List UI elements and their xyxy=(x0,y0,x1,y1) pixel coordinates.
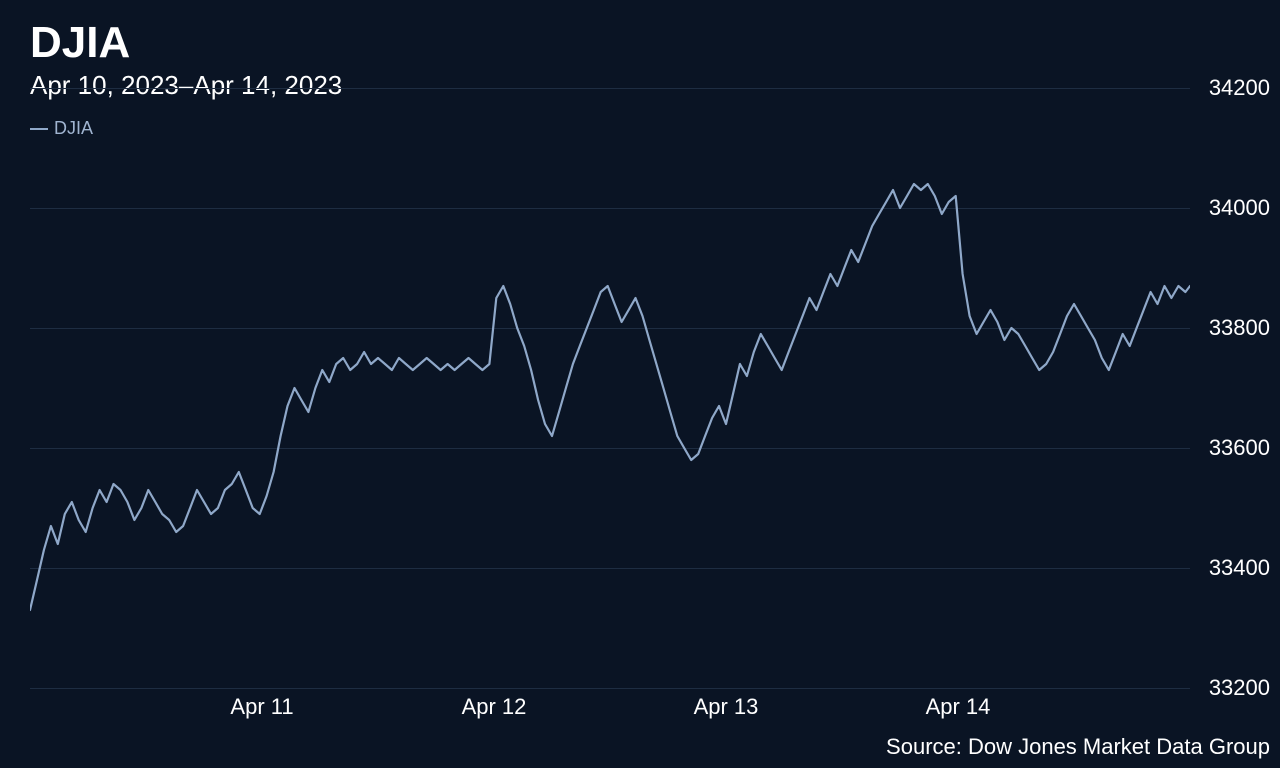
x-axis-label: Apr 11 xyxy=(230,694,293,720)
chart-title: DJIA xyxy=(30,18,130,68)
y-axis-label: 33600 xyxy=(1209,435,1270,461)
x-axis-label: Apr 13 xyxy=(694,694,759,720)
x-axis-label: Apr 14 xyxy=(926,694,991,720)
y-axis-label: 33400 xyxy=(1209,555,1270,581)
y-axis-label: 33200 xyxy=(1209,675,1270,701)
chart-source: Source: Dow Jones Market Data Group xyxy=(886,734,1270,760)
y-axis-label: 33800 xyxy=(1209,315,1270,341)
chart-plot-area xyxy=(30,88,1190,688)
y-axis-label: 34000 xyxy=(1209,195,1270,221)
gridline xyxy=(30,688,1190,689)
y-axis-label: 34200 xyxy=(1209,75,1270,101)
x-axis-label: Apr 12 xyxy=(462,694,527,720)
price-line xyxy=(30,88,1190,688)
